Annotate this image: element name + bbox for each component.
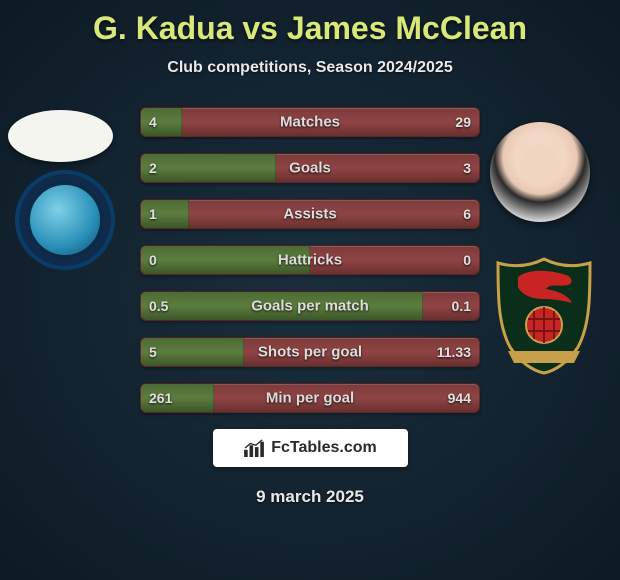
stat-value-right: 6 [463, 206, 471, 222]
stat-row: 0Hattricks0 [140, 245, 480, 275]
stat-row: 2Goals3 [140, 153, 480, 183]
club-badge-left [15, 170, 115, 270]
stat-value-right: 944 [448, 390, 471, 406]
stat-row: 1Assists6 [140, 199, 480, 229]
player-left-avatar [8, 110, 113, 162]
stat-value-right: 29 [455, 114, 471, 130]
fctables-logo-icon [243, 439, 265, 457]
stat-row: 5Shots per goal11.33 [140, 337, 480, 367]
stats-bars: 4Matches29 2Goals3 1Assists6 0Hattricks0 0.5… [140, 107, 480, 413]
stat-row: 0.5Goals per match0.1 [140, 291, 480, 321]
stat-value-right: 0 [463, 252, 471, 268]
stat-label: Goals [141, 160, 479, 177]
stat-label: Hattricks [141, 252, 479, 269]
badge-left-inner [27, 182, 103, 258]
stat-label: Goals per match [141, 298, 479, 315]
watermark-text: FcTables.com [271, 439, 377, 457]
stat-value-right: 3 [463, 160, 471, 176]
date-label: 9 march 2025 [0, 487, 620, 507]
stat-row: 4Matches29 [140, 107, 480, 137]
stat-label: Min per goal [141, 390, 479, 407]
page-title: G. Kadua vs James McClean [0, 0, 620, 47]
stat-label: Shots per goal [141, 344, 479, 361]
subtitle: Club competitions, Season 2024/2025 [0, 59, 620, 77]
stat-label: Matches [141, 114, 479, 131]
ribbon [508, 351, 580, 363]
stat-value-right: 11.33 [437, 344, 471, 360]
stat-row: 261Min per goal944 [140, 383, 480, 413]
player-right-avatar [490, 122, 590, 222]
stat-label: Assists [141, 206, 479, 223]
club-badge-right [488, 255, 600, 375]
watermark: FcTables.com [213, 429, 408, 467]
stat-value-right: 0.1 [452, 298, 471, 314]
